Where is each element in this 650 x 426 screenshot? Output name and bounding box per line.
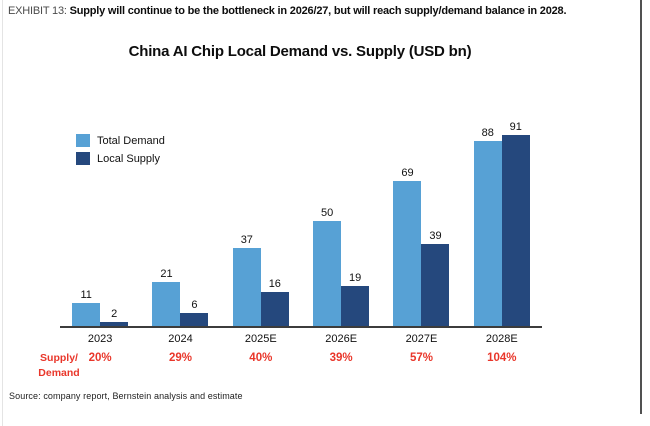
category-label-2023: 2023 — [87, 333, 113, 345]
bar-local-supply-2027e — [421, 244, 450, 326]
bar-local-supply-2026e — [341, 286, 370, 326]
bar-value-label-local-supply-2028e: 91 — [509, 121, 522, 133]
bar-value-label-local-supply-2025e: 16 — [268, 278, 281, 290]
legend: Total Demand Local Supply — [76, 134, 165, 165]
exhibit-number-label: EXHIBIT 13: — [8, 5, 67, 17]
bar-group-2023: 11 2 — [60, 289, 140, 326]
bar-value-label-total-demand-2023: 11 — [80, 289, 92, 301]
ratio-value-2028e: 104% — [487, 352, 517, 364]
x-axis-category-labels: 2023 2024 2025E 2026E 2027E 2028E — [60, 333, 542, 345]
bar-wrap-local-supply-2024: 6 — [180, 299, 209, 326]
page-frame-left-edge — [2, 0, 3, 426]
bar-value-label-local-supply-2027e: 39 — [429, 230, 442, 242]
category-label-2028e: 2028E — [485, 333, 518, 345]
bar-wrap-total-demand-2023: 11 — [72, 289, 101, 326]
ratio-value-2024: 29% — [168, 352, 192, 364]
chart-title: China AI Chip Local Demand vs. Supply (U… — [128, 43, 472, 60]
bar-value-label-total-demand-2026e: 50 — [321, 207, 334, 219]
exhibit-header: EXHIBIT 13: Supply will continue to be t… — [8, 5, 633, 19]
ratio-value-2026e: 39% — [329, 352, 353, 364]
bar-group-2024: 21 6 — [140, 268, 220, 326]
bar-total-demand-2024 — [152, 282, 181, 326]
category-label-2025e: 2025E — [244, 333, 277, 345]
bar-wrap-local-supply-2025e: 16 — [260, 278, 289, 326]
legend-item-local-supply: Local Supply — [76, 152, 165, 165]
bar-total-demand-2023 — [72, 303, 101, 326]
legend-swatch-local-supply — [76, 152, 90, 165]
bar-wrap-local-supply-2026e: 19 — [341, 272, 370, 326]
bar-value-label-total-demand-2027e: 69 — [401, 167, 414, 179]
bar-total-demand-2027e — [393, 181, 422, 326]
ratio-value-2023: 20% — [88, 352, 112, 364]
legend-swatch-total-demand — [76, 134, 90, 147]
category-label-2024: 2024 — [168, 333, 193, 345]
bar-total-demand-2026e — [313, 221, 342, 326]
ratio-value-2025e: 40% — [249, 352, 273, 364]
page-frame-right-border — [640, 0, 642, 414]
bar-local-supply-2024 — [180, 313, 209, 326]
legend-label-total-demand: Total Demand — [97, 134, 165, 147]
bar-wrap-total-demand-2027e: 69 — [393, 167, 422, 326]
bar-wrap-local-supply-2027e: 39 — [421, 230, 450, 326]
bar-value-label-total-demand-2025e: 37 — [240, 234, 253, 246]
bar-group-2027e: 69 39 — [381, 167, 461, 326]
bar-value-label-total-demand-2024: 21 — [160, 268, 173, 280]
legend-label-local-supply: Local Supply — [97, 152, 160, 165]
bar-value-label-local-supply-2026e: 19 — [349, 272, 362, 284]
ratio-axis-label-line2: Demand — [38, 366, 80, 379]
bars-row: 11 2 21 6 37 16 50 19 69 39 88 91 — [60, 98, 542, 328]
bar-local-supply-2025e — [260, 292, 289, 326]
ratio-axis-label-line1: Supply/ — [40, 352, 78, 364]
ratio-value-2027e: 57% — [409, 352, 433, 364]
exhibit-headline: Supply will continue to be the bottlenec… — [69, 5, 567, 17]
bar-chart-plot-area: Total Demand Local Supply 11 2 21 6 37 16 50 19 6… — [60, 98, 542, 364]
category-label-2026e: 2026E — [325, 333, 358, 345]
source-note: Source: company report, Bernstein analys… — [9, 391, 243, 401]
bar-wrap-total-demand-2024: 21 — [152, 268, 181, 326]
bar-wrap-total-demand-2025e: 37 — [232, 234, 261, 326]
bar-value-label-total-demand-2028e: 88 — [481, 127, 494, 139]
ratio-axis-label: Supply/ Demand — [30, 351, 88, 380]
category-label-2027e: 2027E — [405, 333, 438, 345]
bar-total-demand-2028e — [473, 141, 502, 326]
bar-group-2028e: 88 91 — [462, 121, 542, 326]
supply-demand-ratio-row: 20% 29% 40% 39% 57% 104% — [60, 352, 542, 364]
bar-wrap-local-supply-2023: 2 — [100, 308, 129, 326]
bar-total-demand-2025e — [232, 248, 261, 326]
bar-local-supply-2028e — [501, 135, 530, 326]
bar-local-supply-2023 — [100, 322, 129, 326]
bar-wrap-local-supply-2028e: 91 — [501, 121, 530, 326]
legend-item-total-demand: Total Demand — [76, 134, 165, 147]
bar-value-label-local-supply-2023: 2 — [111, 308, 118, 320]
bar-wrap-total-demand-2026e: 50 — [313, 207, 342, 326]
bar-group-2026e: 50 19 — [301, 207, 381, 326]
bar-value-label-local-supply-2024: 6 — [191, 299, 198, 311]
bar-wrap-total-demand-2028e: 88 — [473, 127, 502, 326]
bar-group-2025e: 37 16 — [221, 234, 301, 326]
